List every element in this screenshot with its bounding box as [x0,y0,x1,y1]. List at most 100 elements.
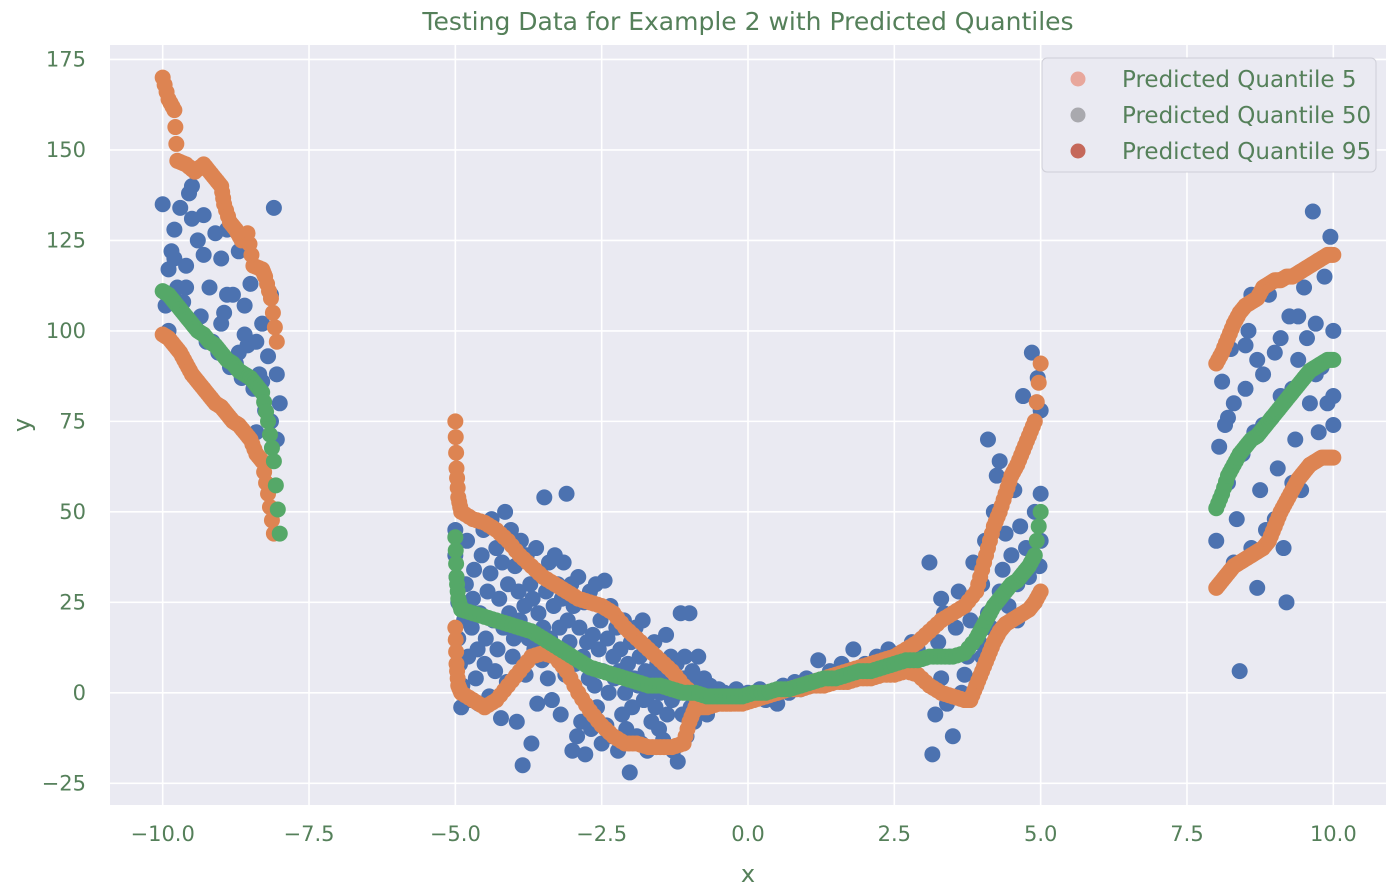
data-point [944,728,961,745]
data-point [487,663,504,680]
data-point [558,485,575,502]
data-point [600,684,617,701]
data-point [1032,485,1049,502]
data-point [690,648,707,665]
legend-entry: Predicted Quantile 5 [1122,67,1357,93]
data-point [1266,344,1283,361]
legend-entry: Predicted Quantile 50 [1122,103,1371,129]
data-point [620,655,637,672]
data-point [178,257,195,274]
data-point [543,692,560,709]
data-point [178,279,195,296]
data-point [564,742,581,759]
data-point [236,297,253,314]
data-point [536,489,553,506]
quantile-point [1032,503,1049,520]
data-point [1310,424,1327,441]
data-point [1219,409,1236,426]
data-point [530,605,547,622]
data-point [1322,228,1339,245]
data-point [219,286,236,303]
data-point [586,677,603,694]
quantile-point [166,102,183,119]
quantile-point [1325,246,1342,263]
y-tick-label: 75 [59,409,86,433]
quantile-point [1028,394,1045,411]
data-point [1296,279,1313,296]
data-point [624,699,641,716]
data-point [1003,547,1020,564]
data-point [528,540,545,557]
data-point [1290,308,1307,325]
data-point [510,583,527,600]
quantile-point [448,643,465,660]
quantile-point [447,413,464,430]
data-point [524,590,541,607]
data-point [1249,579,1266,596]
quantile-point [1030,518,1047,535]
data-point [994,561,1011,578]
data-point [479,583,496,600]
legend-entry: Predicted Quantile 95 [1122,139,1371,165]
x-tick-labels: −10.0 −7.5 −5.0 −2.5 0.0 2.5 5.0 7.5 10.0 [130,822,1356,846]
y-tick-label: 25 [59,590,86,614]
x-tick-label: −2.5 [576,822,627,846]
quantile-point [262,290,279,307]
data-point [1301,395,1318,412]
data-point [621,764,638,781]
y-axis-label: y [8,418,36,432]
quantile-point [271,525,288,542]
data-point [508,713,525,730]
data-point [1325,417,1342,433]
quantile-point [1325,449,1342,466]
quantile-point [268,333,285,350]
data-point [921,554,938,571]
x-tick-label: −7.5 [284,822,335,846]
data-point [482,565,499,582]
data-point [464,590,481,607]
data-point [1214,373,1231,390]
data-point [956,666,973,683]
data-point [522,576,539,593]
data-point [504,648,521,665]
data-point [213,250,230,267]
data-point [166,250,183,267]
data-point [658,626,675,643]
data-point [669,753,686,770]
quantile-point [264,304,281,321]
data-point [1237,380,1254,397]
data-point [489,641,506,658]
data-point [1211,438,1228,455]
quantile-point [447,619,464,636]
data-point [477,630,494,647]
data-point [1228,511,1245,528]
x-tick-label: −10.0 [130,822,194,846]
data-point [1275,540,1292,557]
x-tick-label: 5.0 [1024,822,1057,846]
data-point [467,670,484,687]
data-point [1237,337,1254,354]
data-point [466,561,483,578]
data-point [268,366,285,383]
data-point [523,735,540,752]
data-point [1225,395,1242,412]
data-points [154,69,1342,781]
quantile-point [266,319,283,336]
data-point [845,641,862,658]
data-point [492,710,509,727]
data-point [991,453,1008,470]
legend-marker [1070,143,1086,159]
data-point [491,590,508,607]
data-point [927,706,944,723]
data-point [555,554,572,571]
data-point [1208,532,1225,549]
y-tick-label: 0 [73,681,86,705]
y-tick-labels: −25 0 25 50 75 100 125 150 175 [42,47,86,795]
x-tick-label: 10.0 [1310,822,1357,846]
data-point [1307,315,1324,332]
quantile-point [1026,547,1043,564]
data-point [242,275,259,292]
data-point [1272,330,1289,347]
data-point [1304,203,1321,220]
